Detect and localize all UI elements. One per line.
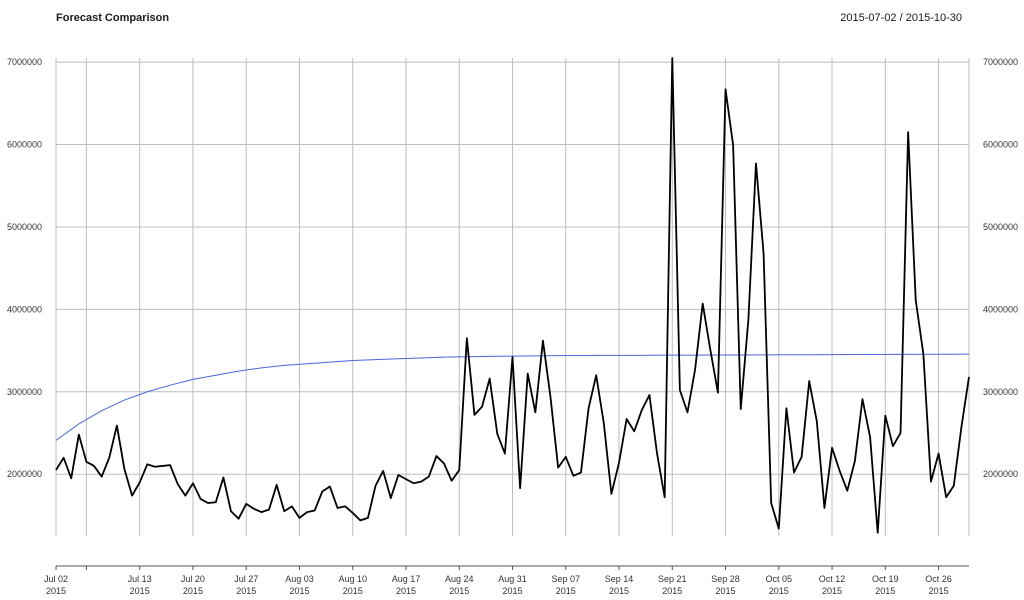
x-tick-label: Oct 26 (925, 574, 952, 584)
x-tick-label: Oct 12 (819, 574, 846, 584)
x-tick-year-label: 2015 (929, 586, 949, 596)
x-tick-label: Aug 10 (338, 574, 367, 584)
y-tick-label-left: 2000000 (7, 469, 42, 479)
x-tick-year-label: 2015 (289, 586, 309, 596)
x-tick-label: Jul 02 (44, 574, 68, 584)
x-tick-label: Aug 31 (498, 574, 527, 584)
y-tick-label-left: 6000000 (7, 140, 42, 150)
x-tick-label: Aug 24 (445, 574, 474, 584)
axis-layer: 2000000 2000000 3000000 3000000 4000000 40000… (7, 57, 1018, 596)
x-tick-year-label: 2015 (396, 586, 416, 596)
x-tick-label: Oct 19 (872, 574, 899, 584)
y-tick-label-left: 4000000 (7, 304, 42, 314)
x-tick-year-label: 2015 (343, 586, 363, 596)
x-tick-year-label: 2015 (449, 586, 469, 596)
series-line-forecast (55, 353, 970, 441)
x-tick-label: Jul 13 (128, 574, 152, 584)
x-tick-year-label: 2015 (556, 586, 576, 596)
y-tick-label-left: 3000000 (7, 387, 42, 397)
x-tick-label: Sep 28 (711, 574, 740, 584)
x-tick-year-label: 2015 (609, 586, 629, 596)
x-tick-year-label: 2015 (130, 586, 150, 596)
y-tick-label-left: 7000000 (7, 57, 42, 67)
x-tick-label: Sep 07 (551, 574, 580, 584)
y-tick-label-right: 6000000 (983, 140, 1018, 150)
x-tick-label: Oct 05 (766, 574, 793, 584)
x-tick-year-label: 2015 (183, 586, 203, 596)
x-tick-year-label: 2015 (662, 586, 682, 596)
x-tick-label: Jul 27 (234, 574, 258, 584)
grid-layer (55, 58, 970, 536)
x-tick-label: Sep 14 (605, 574, 634, 584)
y-tick-label-right: 4000000 (983, 304, 1018, 314)
x-tick-year-label: 2015 (502, 586, 522, 596)
x-tick-year-label: 2015 (46, 586, 66, 596)
x-tick-year-label: 2015 (769, 586, 789, 596)
x-tick-year-label: 2015 (236, 586, 256, 596)
x-tick-label: Sep 21 (658, 574, 687, 584)
y-tick-label-right: 7000000 (983, 57, 1018, 67)
series-layer (55, 57, 970, 534)
y-tick-label-right: 3000000 (983, 387, 1018, 397)
series-line-actual (55, 57, 970, 534)
x-tick-label: Jul 20 (181, 574, 205, 584)
x-tick-year-label: 2015 (875, 586, 895, 596)
x-tick-label: Aug 03 (285, 574, 314, 584)
x-tick-label: Aug 17 (392, 574, 421, 584)
y-tick-label-left: 5000000 (7, 222, 42, 232)
y-tick-label-right: 5000000 (983, 222, 1018, 232)
x-tick-year-label: 2015 (822, 586, 842, 596)
chart-title: Forecast Comparison (56, 12, 169, 24)
date-range-label: 2015-07-02 / 2015-10-30 (840, 12, 962, 24)
y-tick-label-right: 2000000 (983, 469, 1018, 479)
x-tick-year-label: 2015 (716, 586, 736, 596)
